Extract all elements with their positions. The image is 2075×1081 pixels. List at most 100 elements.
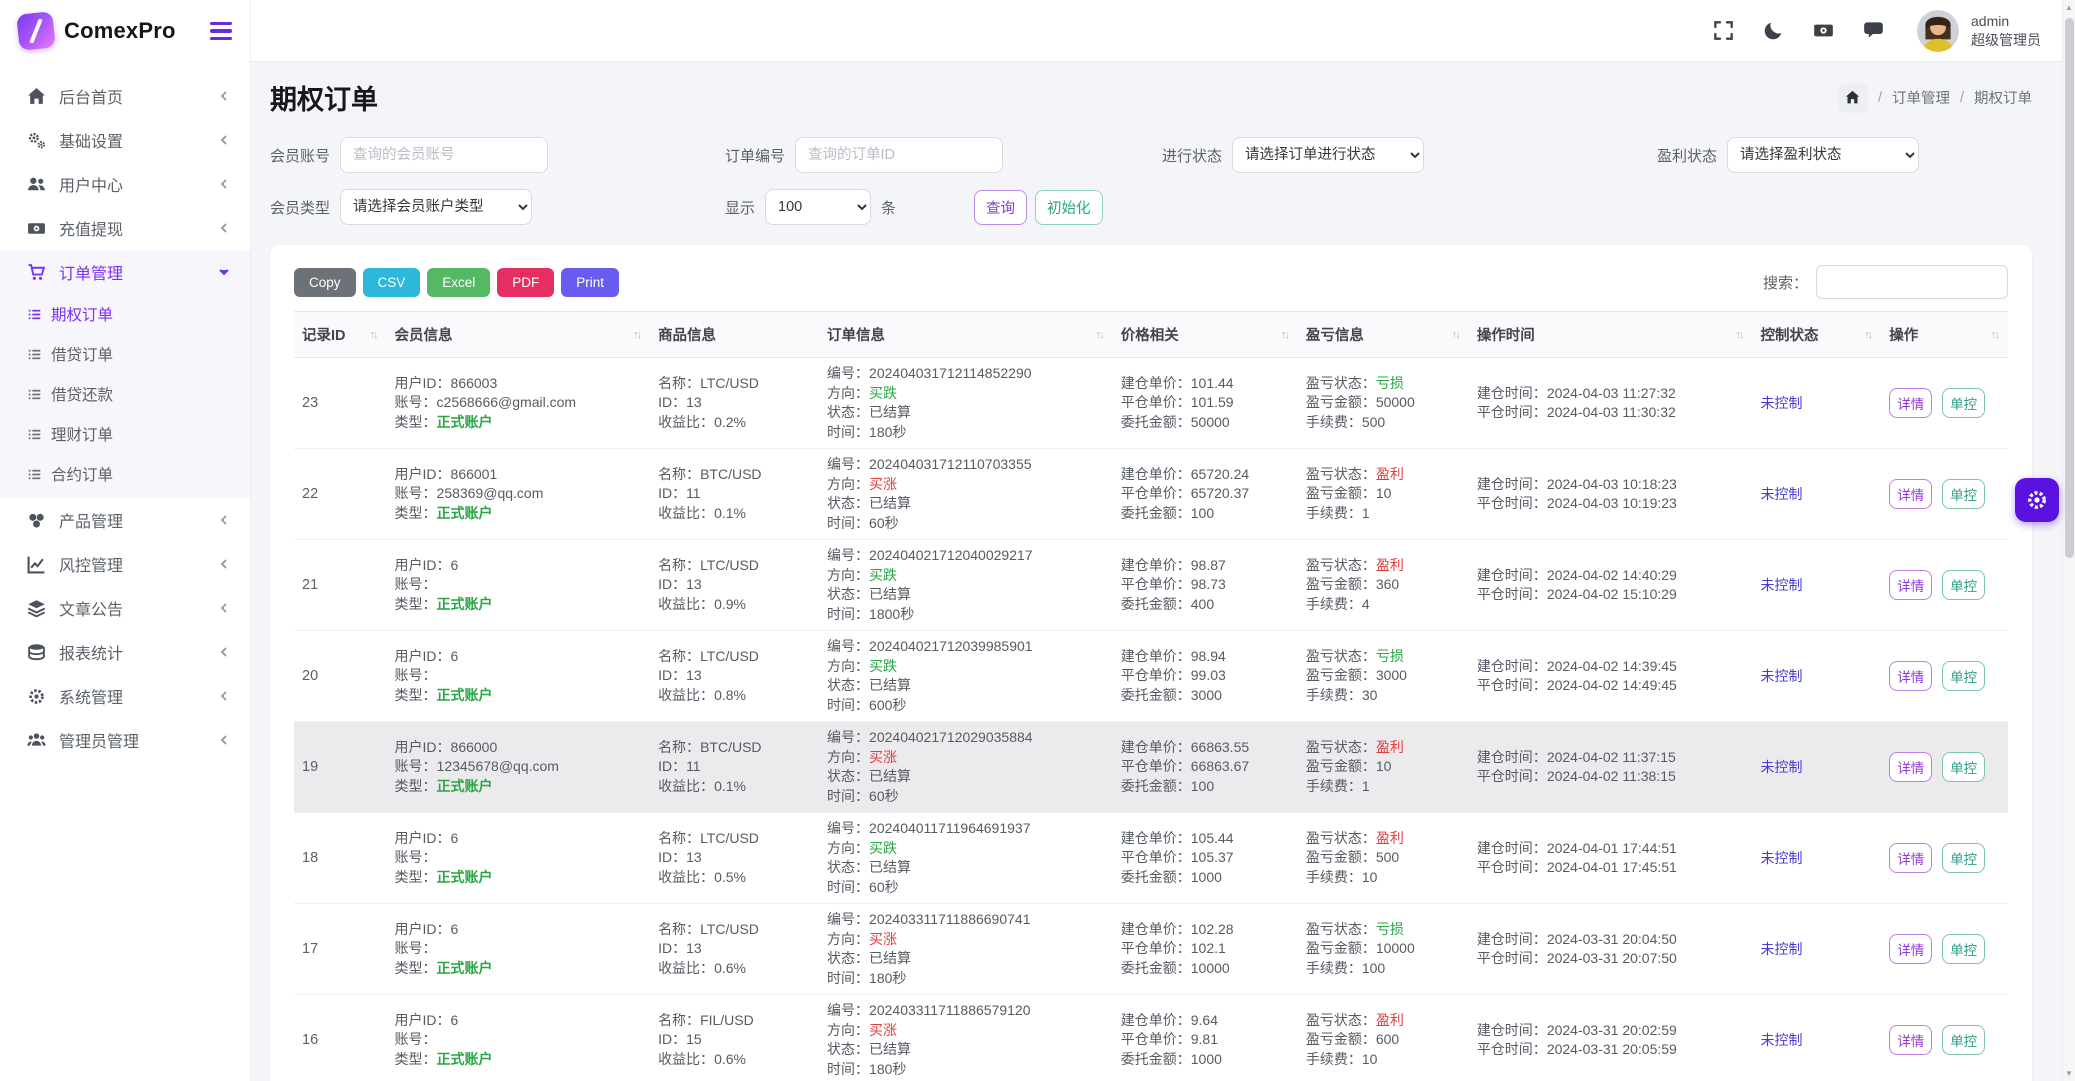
single-control-button[interactable]: 单控 <box>1942 661 1986 691</box>
sidebar-nav: 后台首页 基础设置 用户中心 充值提现 订单管理 <box>0 62 250 762</box>
order-info-cell: 编号：202404011711964691937 方向：买跌 状态：已结算 时间… <box>819 812 1113 904</box>
sort-icon[interactable]: ↑↓ <box>369 328 379 341</box>
actions-cell: 详情 单控 <box>1881 539 2008 631</box>
detail-button[interactable]: 详情 <box>1889 388 1933 418</box>
breadcrumb-option-orders[interactable]: 期权订单 <box>1974 91 2032 107</box>
sort-icon[interactable]: ↑↓ <box>1864 328 1873 341</box>
hamburger-menu-icon[interactable] <box>206 18 236 45</box>
copy-button[interactable]: Copy <box>294 267 356 297</box>
operation-time-cell: 建仓时间：2024-03-31 20:02:59 平仓时间：2024-03-31… <box>1468 994 1753 1081</box>
breadcrumb-home-button[interactable] <box>1837 82 1868 113</box>
scrollbar-down-arrow[interactable]: ▼ <box>2065 1069 2073 1078</box>
sort-icon[interactable]: ↑↓ <box>633 328 642 341</box>
scrollbar-up-arrow[interactable]: ▲ <box>2065 3 2073 12</box>
record-id-cell: 20 <box>294 630 387 722</box>
order-no-input[interactable] <box>795 137 1004 173</box>
scrollbar[interactable]: ▲ ▼ <box>2062 0 2075 1081</box>
sidebar-item-option-orders[interactable]: 期权订单 <box>0 294 250 334</box>
progress-status-select[interactable]: 请选择订单进行状态 <box>1232 137 1425 173</box>
sort-icon[interactable]: ↑↓ <box>1991 328 2000 341</box>
actions-cell: 详情 单控 <box>1881 994 2008 1081</box>
sidebar: ComexPro 后台首页 基础设置 用户中心 充值提现 <box>0 0 251 1081</box>
sidebar-item-reports[interactable]: 报表统计 <box>0 630 250 674</box>
detail-button[interactable]: 详情 <box>1889 479 1933 509</box>
csv-button[interactable]: CSV <box>362 267 421 297</box>
orders-table-body: 23 用户ID：866003 账号：c2568666@gmail.com 类型：… <box>294 357 2008 1081</box>
detail-button[interactable]: 详情 <box>1889 752 1933 782</box>
single-control-button[interactable]: 单控 <box>1942 388 1986 418</box>
sidebar-item-user-center[interactable]: 用户中心 <box>0 162 250 206</box>
sidebar-item-basic-settings[interactable]: 基础设置 <box>0 118 250 162</box>
chevron-left-icon <box>218 602 230 614</box>
single-control-button[interactable]: 单控 <box>1942 843 1986 873</box>
profit-status-select[interactable]: 请选择盈利状态 <box>1727 137 1920 173</box>
page-size-select[interactable]: 100 <box>765 189 872 225</box>
search-input[interactable] <box>1816 265 2008 299</box>
control-status-cell: 未控制 <box>1752 357 1882 449</box>
operation-time-cell: 建仓时间：2024-04-02 11:37:15 平仓时间：2024-04-02… <box>1468 721 1753 813</box>
scrollbar-thumb[interactable] <box>2065 18 2074 558</box>
member-account-input[interactable] <box>340 137 549 173</box>
dark-mode-moon-icon[interactable] <box>1761 19 1785 43</box>
reset-button[interactable]: 初始化 <box>1035 189 1103 225</box>
product-info-cell: 名称：FIL/USD ID：15 收益比：0.6% <box>650 994 820 1081</box>
sidebar-item-deposit-withdraw[interactable]: 充值提现 <box>0 206 250 250</box>
main-area: admin 超级管理员 期权订单 / 订单管理 / 期权订单 <box>251 0 2075 1081</box>
pdf-button[interactable]: PDF <box>497 267 555 297</box>
sidebar-group-orders: 订单管理 期权订单 借贷订单 借贷还款 理财订单 <box>0 250 250 498</box>
sidebar-item-order-management[interactable]: 订单管理 <box>0 250 250 294</box>
actions-cell: 详情 单控 <box>1881 721 2008 813</box>
sort-icon[interactable]: ↑↓ <box>1095 328 1105 341</box>
price-info-cell: 建仓单价：9.64 平仓单价：9.81 委托金额：1000 <box>1112 994 1298 1081</box>
chevron-down-icon <box>218 266 230 278</box>
single-control-button[interactable]: 单控 <box>1942 934 1986 964</box>
single-control-button[interactable]: 单控 <box>1942 570 1986 600</box>
pnl-info-cell: 盈亏状态：盈利 盈亏金额：600 手续费：10 <box>1297 994 1469 1081</box>
money-icon[interactable] <box>1811 19 1835 43</box>
sort-icon[interactable]: ↑↓ <box>1280 328 1290 341</box>
detail-button[interactable]: 详情 <box>1889 843 1933 873</box>
chat-icon[interactable] <box>1861 19 1885 43</box>
pnl-info-cell: 盈亏状态：亏损 盈亏金额：3000 手续费：30 <box>1297 630 1469 722</box>
detail-button[interactable]: 详情 <box>1889 570 1933 600</box>
avatar <box>1917 9 1959 52</box>
member-type-select[interactable]: 请选择会员账户类型 <box>340 189 533 225</box>
settings-gear-button[interactable] <box>2015 478 2059 522</box>
single-control-button[interactable]: 单控 <box>1942 1025 1986 1055</box>
sidebar-item-loan-orders[interactable]: 借贷订单 <box>0 334 250 374</box>
print-button[interactable]: Print <box>561 267 620 297</box>
col-actions: 操作 ↑↓ <box>1881 311 2008 358</box>
sidebar-item-loan-repayment[interactable]: 借贷还款 <box>0 374 250 414</box>
sidebar-item-articles[interactable]: 文章公告 <box>0 586 250 630</box>
user-menu[interactable]: admin 超级管理员 <box>1917 9 2041 52</box>
detail-button[interactable]: 详情 <box>1889 1025 1933 1055</box>
sidebar-item-system-management[interactable]: 系统管理 <box>0 674 250 718</box>
detail-button[interactable]: 详情 <box>1889 934 1933 964</box>
sort-icon[interactable]: ↑↓ <box>1735 328 1744 341</box>
sort-icon[interactable]: ↑↓ <box>1451 328 1461 341</box>
product-info-cell: 名称：LTC/USD ID：13 收益比：0.9% <box>650 539 820 631</box>
chevron-left-icon <box>218 734 230 746</box>
query-button[interactable]: 查询 <box>974 189 1028 225</box>
sidebar-item-risk-management[interactable]: 风控管理 <box>0 542 250 586</box>
sidebar-item-admin-management[interactable]: 管理员管理 <box>0 718 250 762</box>
detail-button[interactable]: 详情 <box>1889 661 1933 691</box>
price-info-cell: 建仓单价：105.44 平仓单价：105.37 委托金额：1000 <box>1112 812 1298 904</box>
logo[interactable]: ComexPro <box>16 11 176 51</box>
sidebar-item-dashboard[interactable]: 后台首页 <box>0 74 250 118</box>
logo-text: ComexPro <box>64 18 176 43</box>
single-control-button[interactable]: 单控 <box>1942 752 1986 782</box>
price-info-cell: 建仓单价：98.87 平仓单价：98.73 委托金额：400 <box>1112 539 1298 631</box>
sidebar-item-wealth-orders[interactable]: 理财订单 <box>0 414 250 454</box>
chevron-left-icon <box>218 178 230 190</box>
sidebar-item-product-management[interactable]: 产品管理 <box>0 498 250 542</box>
price-info-cell: 建仓单价：101.44 平仓单价：101.59 委托金额：50000 <box>1112 357 1298 449</box>
table-row: 22 用户ID：866001 账号：258369@qq.com 类型：正式账户 … <box>294 448 2008 540</box>
excel-button[interactable]: Excel <box>427 267 491 297</box>
single-control-button[interactable]: 单控 <box>1942 479 1986 509</box>
pnl-info-cell: 盈亏状态：盈利 盈亏金额：500 手续费：10 <box>1297 812 1469 904</box>
breadcrumb-order-management[interactable]: 订单管理 <box>1891 91 1950 107</box>
fullscreen-icon[interactable] <box>1711 19 1735 43</box>
sidebar-item-contract-orders[interactable]: 合约订单 <box>0 454 250 494</box>
order-info-cell: 编号：202403311711886579120 方向：买涨 状态：已结算 时间… <box>819 994 1113 1081</box>
